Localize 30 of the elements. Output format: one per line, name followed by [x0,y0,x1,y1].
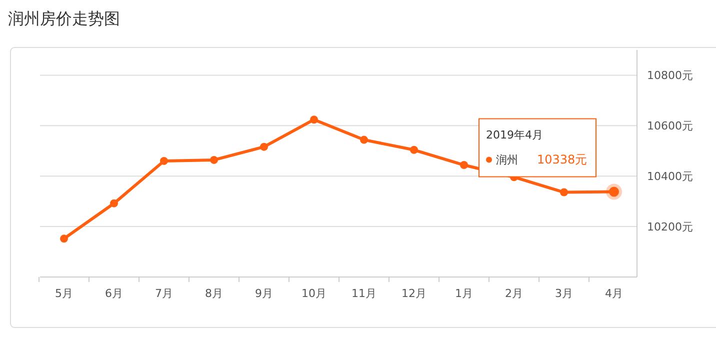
x-tick-label: 3月 [555,287,573,300]
x-tick-label: 12月 [402,287,426,300]
x-tick-label: 8月 [205,287,223,300]
point [560,188,568,196]
chart-title: 润州房价走势图 [8,9,120,28]
x-tick-label: 10月 [302,287,326,300]
data-label: 10338元 [537,152,588,167]
x-tick-label: 11月 [352,287,376,300]
x-tick-label: 5月 [55,287,73,300]
point [110,199,118,208]
x-tick-label: 1月 [455,287,473,300]
point [410,146,418,154]
point [310,116,318,124]
x-tick-label: 2月 [505,287,523,300]
point [260,142,268,151]
point [360,136,368,144]
y-tick-label: 10400元 [647,170,693,184]
y-tick-label: 10600元 [647,120,693,133]
point [210,156,218,164]
y-tick-label: 10200元 [647,220,693,234]
x-tick-label: 7月 [155,287,173,300]
annotation: 2019年4月 [486,128,543,142]
point [460,161,468,170]
point [160,156,168,165]
x-tick-label: 4月 [605,287,623,300]
x-tick-label: 9月 [255,287,273,300]
x-tick-label: 6月 [105,287,123,300]
y-tick-label: 10800元 [647,69,693,82]
legend-label: 润州 [496,154,518,167]
point [60,234,68,243]
